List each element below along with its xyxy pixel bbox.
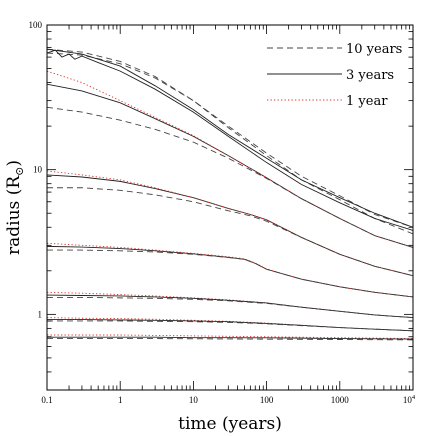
x-tick-label: 104 (403, 394, 416, 405)
legend-label: 1 year (346, 94, 388, 109)
series-line-2 (46, 48, 414, 235)
legend: 10 years 3 years 1 year (267, 42, 402, 109)
series-line-9 (46, 170, 414, 277)
series-line-12 (46, 242, 414, 298)
series-line-10 (47, 187, 414, 277)
x-tick-label: 10 (189, 395, 199, 405)
x-tick-label: 0.1 (41, 395, 52, 405)
series-line-20 (47, 334, 414, 340)
legend-label: 3 years (346, 68, 394, 83)
axis-ticks: 0.1 1 10 100 1000 104 1 10 100 (29, 20, 416, 405)
series-line-13 (47, 249, 414, 298)
series-line-4 (46, 48, 414, 228)
series-line-19 (47, 320, 414, 332)
chart-curves (46, 48, 414, 341)
series-line-7 (46, 106, 414, 248)
series-line-21 (47, 336, 414, 340)
plot-frame (46, 24, 414, 391)
x-tick-label: 1 (118, 395, 123, 405)
series-line-16 (47, 296, 414, 319)
series-line-1 (46, 52, 414, 228)
y-tick-label: 1 (38, 309, 43, 319)
legend-label: 10 years (346, 42, 402, 57)
series-line-3 (46, 49, 414, 231)
y-axis-title-subscript: ⊙ (13, 167, 26, 176)
x-axis-title: time (years) (178, 414, 282, 434)
y-axis-title: radius (R⊙) (4, 160, 26, 255)
x-tick-label: 100 (260, 395, 274, 405)
series-line-22 (47, 338, 414, 341)
series-line-6 (46, 70, 414, 248)
y-tick-label: 100 (29, 20, 43, 30)
y-tick-label: 10 (33, 165, 43, 175)
series-line-15 (46, 294, 414, 319)
x-tick-label: 1000 (331, 395, 350, 405)
